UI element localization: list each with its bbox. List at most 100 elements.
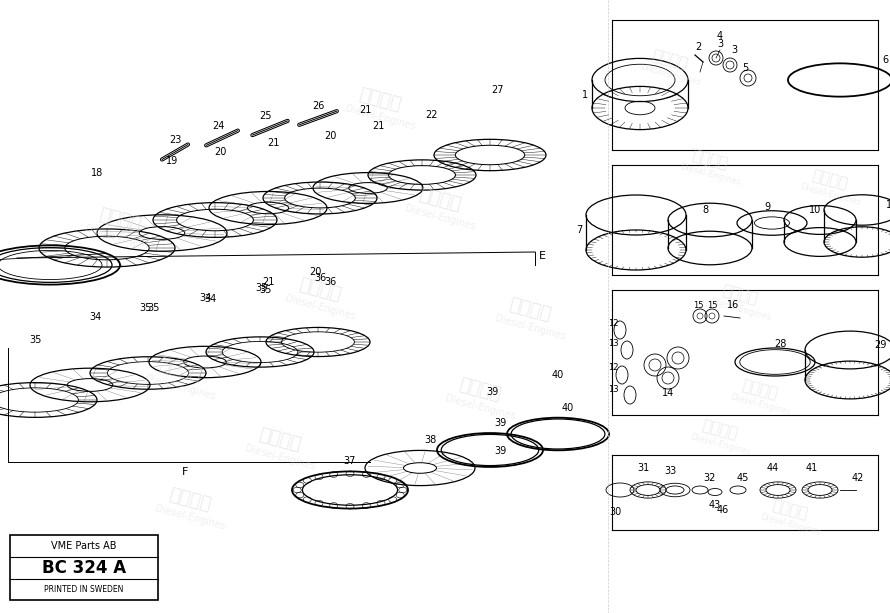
Text: 8: 8 xyxy=(702,205,708,215)
Text: 2: 2 xyxy=(695,42,701,52)
Text: 5: 5 xyxy=(742,63,748,73)
Text: 紫发动力: 紫发动力 xyxy=(417,186,463,215)
Text: 36: 36 xyxy=(324,277,336,287)
Text: 34: 34 xyxy=(198,293,211,303)
Text: 紫发动力: 紫发动力 xyxy=(740,378,780,402)
Text: 16: 16 xyxy=(727,300,739,310)
Text: 紫发动力: 紫发动力 xyxy=(97,206,143,234)
Text: 15: 15 xyxy=(692,300,703,310)
Text: Diesel-Engines: Diesel-Engines xyxy=(494,314,566,342)
Text: 40: 40 xyxy=(562,403,574,413)
Text: 紫发动力: 紫发动力 xyxy=(457,376,503,404)
Text: Diesel-Engines: Diesel-Engines xyxy=(729,392,791,417)
Text: 21: 21 xyxy=(372,121,384,131)
Text: 26: 26 xyxy=(312,101,324,111)
Text: 20: 20 xyxy=(309,267,321,277)
Text: 19: 19 xyxy=(166,156,178,166)
Text: 紫发动力: 紫发动力 xyxy=(691,148,730,172)
Text: 11: 11 xyxy=(886,200,890,210)
Text: 33: 33 xyxy=(664,466,676,476)
Text: Diesel-Engines: Diesel-Engines xyxy=(144,374,216,402)
Text: 紫发动力: 紫发动力 xyxy=(771,498,810,522)
Text: 1: 1 xyxy=(582,90,588,100)
Text: Diesel-Engines: Diesel-Engines xyxy=(689,433,751,457)
Text: 44: 44 xyxy=(767,463,779,473)
Text: 40: 40 xyxy=(552,370,564,380)
Text: 28: 28 xyxy=(773,339,786,349)
Text: 21: 21 xyxy=(262,277,274,287)
Text: 39: 39 xyxy=(494,418,506,428)
Text: Diesel-Engines: Diesel-Engines xyxy=(284,294,356,322)
Text: 38: 38 xyxy=(424,435,436,446)
Text: 24: 24 xyxy=(212,121,224,131)
Text: Diesel-Engines: Diesel-Engines xyxy=(244,444,316,472)
Text: E: E xyxy=(538,251,546,261)
Text: 39: 39 xyxy=(486,387,498,397)
Text: 42: 42 xyxy=(852,473,864,483)
Text: Diesel-Engines: Diesel-Engines xyxy=(154,504,226,532)
Text: 紫发动力: 紫发动力 xyxy=(297,276,344,304)
Text: 紫发动力: 紫发动力 xyxy=(257,426,303,454)
Text: 35: 35 xyxy=(255,283,268,293)
Text: Diesel-Engines: Diesel-Engines xyxy=(404,204,476,232)
Text: 紫发动力: 紫发动力 xyxy=(357,86,403,114)
Text: 36: 36 xyxy=(314,273,326,283)
Text: 紫发动力: 紫发动力 xyxy=(167,485,213,514)
Text: 22: 22 xyxy=(425,110,438,120)
Text: F: F xyxy=(182,467,188,477)
Text: Diesel-Engines: Diesel-Engines xyxy=(84,224,157,252)
Text: 7: 7 xyxy=(576,225,582,235)
Text: 34: 34 xyxy=(89,312,101,322)
Text: 21: 21 xyxy=(267,138,279,148)
Text: 46: 46 xyxy=(716,505,729,515)
Text: 27: 27 xyxy=(492,85,505,95)
Text: 12: 12 xyxy=(608,364,619,373)
Text: 13: 13 xyxy=(608,340,619,349)
Text: 紫发动力: 紫发动力 xyxy=(507,295,553,324)
Text: 4: 4 xyxy=(717,31,723,41)
Text: Diesel-Engines: Diesel-Engines xyxy=(679,162,741,188)
Text: 34: 34 xyxy=(204,294,216,304)
Text: 12: 12 xyxy=(608,319,619,329)
Text: 14: 14 xyxy=(662,388,674,398)
Text: Diesel-Engines: Diesel-Engines xyxy=(708,297,772,322)
Text: 紫发动力: 紫发动力 xyxy=(157,356,203,384)
Text: 30: 30 xyxy=(609,507,621,517)
Text: 3: 3 xyxy=(717,39,723,49)
Text: 25: 25 xyxy=(259,111,271,121)
Text: Diesel-Engines: Diesel-Engines xyxy=(344,104,417,132)
Text: 紫发动力: 紫发动力 xyxy=(700,418,740,442)
Text: 35: 35 xyxy=(259,285,271,295)
Text: 紫发动力: 紫发动力 xyxy=(720,283,759,307)
Text: Diesel-Engines: Diesel-Engines xyxy=(758,512,821,538)
Text: 37: 37 xyxy=(344,457,356,466)
Text: 21: 21 xyxy=(359,105,371,115)
Text: 15: 15 xyxy=(707,300,717,310)
Text: 39: 39 xyxy=(494,446,506,456)
Text: 13: 13 xyxy=(608,386,619,395)
Text: 紫发动力: 紫发动力 xyxy=(811,168,850,192)
Text: 23: 23 xyxy=(169,135,182,145)
Text: 35: 35 xyxy=(139,303,151,313)
Text: 35: 35 xyxy=(147,303,159,313)
Text: PRINTED IN SWEDEN: PRINTED IN SWEDEN xyxy=(44,585,124,593)
Text: Diesel-Engines: Diesel-Engines xyxy=(639,63,701,88)
Text: 6: 6 xyxy=(882,55,888,65)
Text: 41: 41 xyxy=(805,463,818,473)
Text: 20: 20 xyxy=(324,131,336,141)
Text: Diesel-Engines: Diesel-Engines xyxy=(444,394,516,422)
Text: Diesel-Engines: Diesel-Engines xyxy=(798,183,862,207)
Text: 35: 35 xyxy=(28,335,41,345)
Text: 20: 20 xyxy=(214,147,226,157)
Text: 9: 9 xyxy=(764,202,770,212)
Text: 29: 29 xyxy=(874,340,886,350)
Text: 43: 43 xyxy=(708,500,721,510)
Text: 31: 31 xyxy=(637,463,649,473)
Text: BC 324 A: BC 324 A xyxy=(42,559,126,577)
Text: 32: 32 xyxy=(704,473,716,483)
Text: 10: 10 xyxy=(809,205,821,215)
Text: VME Parts AB: VME Parts AB xyxy=(52,541,117,551)
Text: 45: 45 xyxy=(737,473,749,483)
Bar xyxy=(10,535,158,600)
Text: 18: 18 xyxy=(91,168,103,178)
